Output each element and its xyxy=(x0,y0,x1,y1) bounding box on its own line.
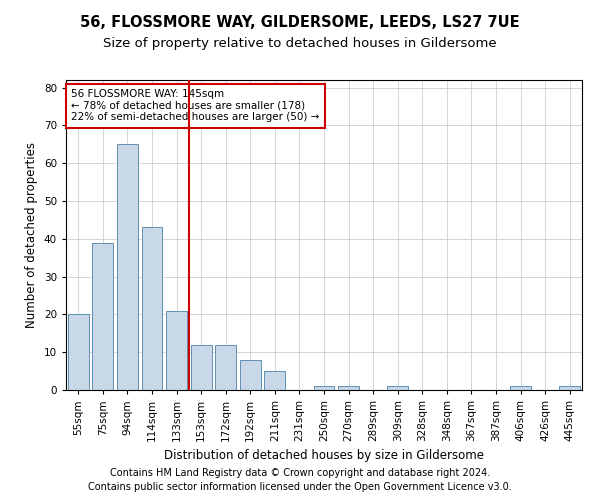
X-axis label: Distribution of detached houses by size in Gildersome: Distribution of detached houses by size … xyxy=(164,450,484,462)
Bar xyxy=(117,144,138,390)
Bar xyxy=(265,371,286,390)
Bar xyxy=(142,228,163,390)
Bar xyxy=(240,360,261,390)
Y-axis label: Number of detached properties: Number of detached properties xyxy=(25,142,38,328)
Text: Size of property relative to detached houses in Gildersome: Size of property relative to detached ho… xyxy=(103,38,497,51)
Bar xyxy=(314,386,334,390)
Bar xyxy=(68,314,89,390)
Bar xyxy=(338,386,359,390)
Bar xyxy=(215,344,236,390)
Text: Contains public sector information licensed under the Open Government Licence v3: Contains public sector information licen… xyxy=(88,482,512,492)
Text: 56 FLOSSMORE WAY: 145sqm
← 78% of detached houses are smaller (178)
22% of semi-: 56 FLOSSMORE WAY: 145sqm ← 78% of detach… xyxy=(71,90,320,122)
Bar xyxy=(166,310,187,390)
Bar xyxy=(559,386,580,390)
Bar xyxy=(387,386,408,390)
Bar xyxy=(92,242,113,390)
Text: 56, FLOSSMORE WAY, GILDERSOME, LEEDS, LS27 7UE: 56, FLOSSMORE WAY, GILDERSOME, LEEDS, LS… xyxy=(80,15,520,30)
Text: Contains HM Land Registry data © Crown copyright and database right 2024.: Contains HM Land Registry data © Crown c… xyxy=(110,468,490,477)
Bar xyxy=(510,386,531,390)
Bar xyxy=(191,344,212,390)
